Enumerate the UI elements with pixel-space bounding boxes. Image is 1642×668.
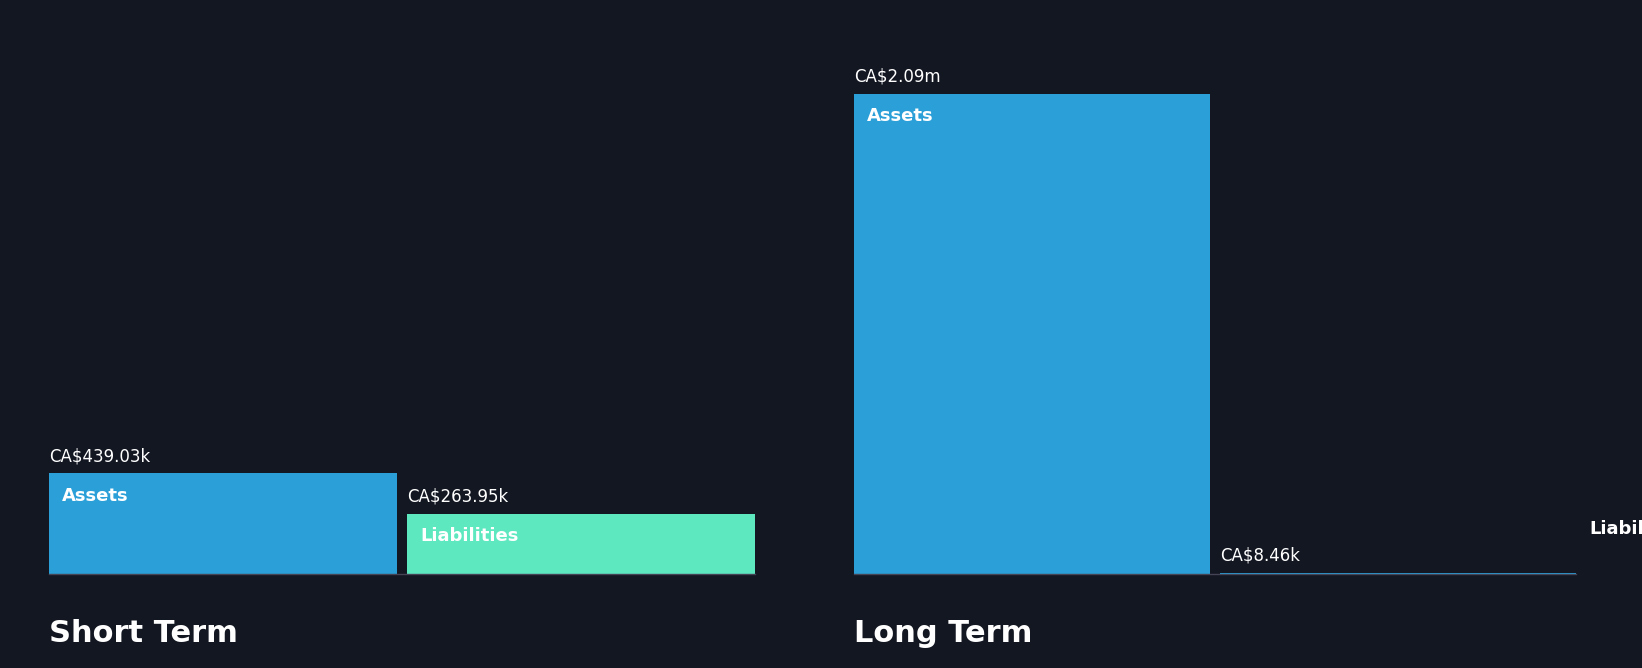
Text: Long Term: Long Term [854,619,1033,648]
Text: CA$439.03k: CA$439.03k [49,448,151,466]
Text: CA$2.09m: CA$2.09m [854,67,941,86]
Text: CA$263.95k: CA$263.95k [407,488,509,506]
Text: Liabilities: Liabilities [420,527,519,545]
Text: Liabilities: Liabilities [1589,520,1642,538]
Text: Assets: Assets [62,487,130,505]
Text: CA$8.46k: CA$8.46k [1220,546,1300,564]
Text: Assets: Assets [867,107,934,125]
Text: Short Term: Short Term [49,619,238,648]
